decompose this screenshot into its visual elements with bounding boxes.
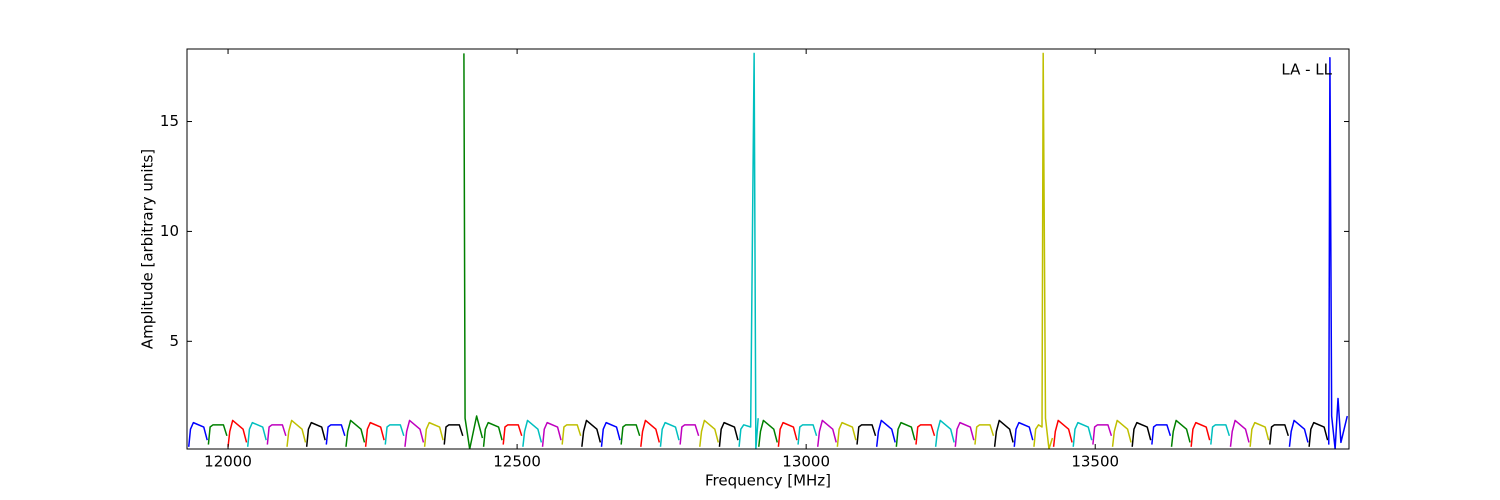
- annotation: LA - LL: [1281, 61, 1332, 79]
- y-axis-label: Amplitude [arbitrary units]: [139, 149, 157, 349]
- spectrum-line: [1072, 421, 1093, 447]
- spectrum-line: [305, 421, 326, 447]
- plot-lines: [187, 52, 1348, 449]
- spectrum-line: [581, 419, 602, 447]
- spectrum-line: [1013, 421, 1034, 447]
- spectrum-line: [1269, 424, 1290, 445]
- spectrum-line: [797, 424, 818, 445]
- plot-frame: [186, 48, 1350, 450]
- spectrum-line: [1308, 421, 1329, 447]
- spectrum-line: [482, 421, 503, 447]
- spectrum-line: [934, 419, 955, 447]
- spectrum-line: [620, 424, 641, 445]
- spectrum-line: [246, 421, 267, 447]
- spectrum-line: [541, 421, 562, 447]
- spectrum-line: [502, 424, 523, 445]
- spectrum-line: [1249, 421, 1270, 447]
- spectrum-line: [777, 421, 798, 447]
- spectrum-line: [404, 419, 425, 447]
- spectrum-line: [915, 424, 936, 445]
- spectrum-line: [816, 419, 837, 447]
- x-tick-label: 12000: [204, 453, 252, 471]
- spectrum-line: [443, 424, 464, 445]
- spectrum-line: [187, 421, 208, 447]
- spectrum-line: [1033, 52, 1054, 449]
- spectrum-line: [679, 424, 700, 445]
- spectrum-line: [1111, 419, 1132, 447]
- x-tick-label: 13500: [1071, 453, 1119, 471]
- spectrum-line: [286, 419, 307, 447]
- spectrum-line: [718, 421, 739, 447]
- spectrum-line: [738, 52, 759, 449]
- y-tick-label: 10: [160, 222, 179, 240]
- spectrum-line: [1190, 421, 1211, 447]
- spectrum-line: [836, 421, 857, 447]
- spectrum-line: [423, 421, 444, 447]
- spectrum-line: [659, 421, 680, 447]
- spectrum-line: [974, 424, 995, 445]
- spectrum-line: [875, 419, 896, 447]
- spectrum-line: [1288, 419, 1309, 447]
- spectrum-line: [856, 424, 877, 445]
- spectrum-line: [364, 421, 385, 447]
- spectrum-line: [207, 424, 228, 445]
- spectrum-line: [954, 421, 975, 447]
- spectrum-line: [325, 424, 346, 445]
- spectrum-line: [895, 421, 916, 447]
- spectrum-line: [345, 419, 366, 447]
- spectrum-line: [463, 53, 484, 449]
- x-tick-label: 12500: [493, 453, 541, 471]
- spectrum-line: [227, 419, 248, 447]
- spectrum-line: [1328, 57, 1348, 449]
- spectrum-line: [1210, 424, 1231, 445]
- x-tick-label: 13000: [782, 453, 830, 471]
- spectrum-line: [993, 419, 1014, 447]
- spectrum-line: [1092, 424, 1113, 445]
- spectrum-line: [561, 424, 582, 445]
- spectrum-line: [1131, 421, 1152, 447]
- spectrum-line: [1229, 419, 1250, 447]
- x-axis-label: Frequency [MHz]: [705, 472, 831, 490]
- spectrum-line: [1052, 419, 1073, 447]
- spectrum-line: [522, 419, 543, 447]
- y-tick-label: 15: [160, 112, 179, 130]
- spectrum-line: [384, 424, 405, 445]
- spectrum-line: [266, 424, 287, 445]
- spectrum-line: [1170, 419, 1191, 447]
- y-tick-label: 5: [169, 332, 179, 350]
- spectrum-line: [699, 419, 720, 447]
- spectrum-line: [600, 421, 621, 447]
- spectrum-line: [758, 419, 778, 447]
- spectrum-line: [1151, 424, 1172, 445]
- spectrum-line: [640, 419, 661, 447]
